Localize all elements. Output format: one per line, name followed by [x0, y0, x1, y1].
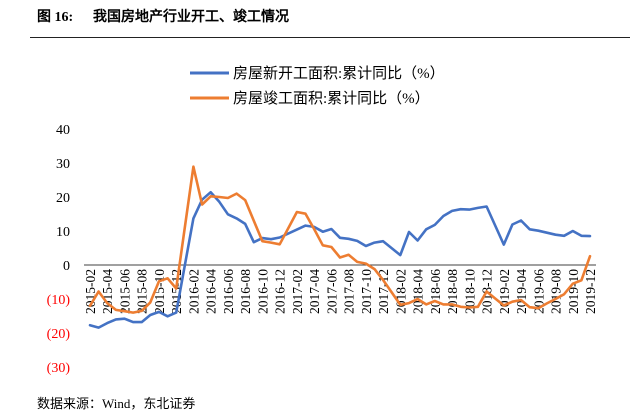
x-tick-label: 2016-08 [238, 269, 253, 314]
x-tick-label: 2018-10 [462, 269, 477, 314]
x-tick-label: 2015-12 [169, 269, 184, 314]
x-tick-label: 2018-02 [393, 269, 408, 314]
y-tick-label: (30) [47, 361, 71, 376]
y-tick-label: (20) [47, 327, 71, 342]
x-tick-label: 2017-04 [307, 269, 322, 314]
x-tick-label: 2017-10 [359, 269, 374, 314]
legend-label-completions: 房屋竣工面积:累计同比（%） [233, 90, 430, 107]
x-tick-label: 2015-02 [83, 269, 98, 314]
x-tick-label: 2019-12 [583, 269, 598, 314]
x-tick-label: 2019-06 [531, 269, 546, 314]
x-tick-label: 2017-12 [376, 269, 391, 314]
source-note: 数据来源：Wind，东北证券 [37, 396, 196, 411]
completions-line [88, 165, 592, 314]
x-tick-label: 2016-12 [273, 269, 288, 314]
legend-label-new-starts: 房屋新开工面积:累计同比（%） [233, 65, 445, 82]
x-tick-label: 2016-10 [255, 269, 270, 314]
y-tick-label: 40 [56, 123, 70, 138]
x-tick-label: 2017-08 [342, 269, 357, 314]
title-divider [30, 37, 630, 38]
x-tick-label: 2015-08 [135, 269, 150, 314]
y-axis-labels: 40 30 20 10 0 (10) (20) (30) [47, 123, 71, 376]
y-tick-label: 20 [56, 191, 70, 206]
x-tick-label: 2016-04 [204, 269, 219, 314]
figure-label: 图 16: [37, 10, 74, 25]
x-tick-label: 2018-04 [411, 269, 426, 314]
x-tick-label: 2015-04 [100, 269, 115, 314]
x-tick-label: 2019-04 [514, 269, 529, 314]
x-tick-label: 2017-06 [324, 269, 339, 314]
x-tick-label: 2019-08 [549, 269, 564, 314]
y-tick-label: 10 [56, 225, 70, 240]
y-tick-label: 30 [56, 157, 70, 172]
plot-lines [88, 165, 592, 329]
y-tick-label: 0 [63, 259, 70, 274]
x-tick-label: 2019-10 [566, 269, 581, 314]
x-axis-labels: 2015-02 2015-04 2015-06 2015-08 2015-10 2015-… [83, 269, 598, 314]
x-tick-label: 2016-02 [186, 269, 201, 314]
x-tick-label: 2018-08 [445, 269, 460, 314]
x-tick-label: 2017-02 [290, 269, 305, 314]
x-tick-label: 2018-06 [428, 269, 443, 314]
x-tick-label: 2015-06 [118, 269, 133, 314]
chart-title: 我国房地产行业开工、竣工情况 [93, 10, 289, 25]
legend: 房屋新开工面积:累计同比（%） 房屋竣工面积:累计同比（%） [190, 65, 445, 107]
new-starts-line [88, 190, 592, 329]
x-tick-label: 2016-06 [221, 269, 236, 314]
y-tick-label: (10) [47, 293, 71, 308]
x-tick-label: 2019-02 [497, 269, 512, 314]
